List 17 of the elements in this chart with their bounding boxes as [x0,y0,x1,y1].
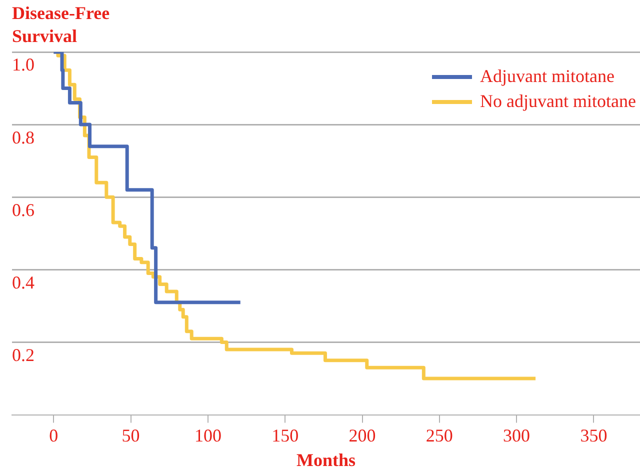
x-tick-label: 100 [194,425,222,446]
y-tick-label: 0.6 [12,200,34,220]
y-tick-label: 0.4 [12,272,34,292]
y-axis-title: Disease-Free Survival [12,2,111,48]
y-tick-label: 0.2 [12,344,34,365]
y-tick-label: 0.8 [12,127,34,148]
x-tick-label: 200 [348,425,376,446]
x-tick-label: 50 [122,425,140,446]
y-tick-label: 1.0 [12,54,34,75]
legend-label: Adjuvant mitotane [480,66,615,87]
x-tick-label: 0 [49,425,58,446]
x-tick-label: 350 [580,425,608,446]
x-tick-label: 300 [503,425,530,446]
x-tick-label: 250 [426,425,453,446]
x-axis-title: Months [296,450,356,470]
legend-label: No adjuvant mitotane [480,91,636,112]
x-tick-label: 150 [272,425,299,446]
